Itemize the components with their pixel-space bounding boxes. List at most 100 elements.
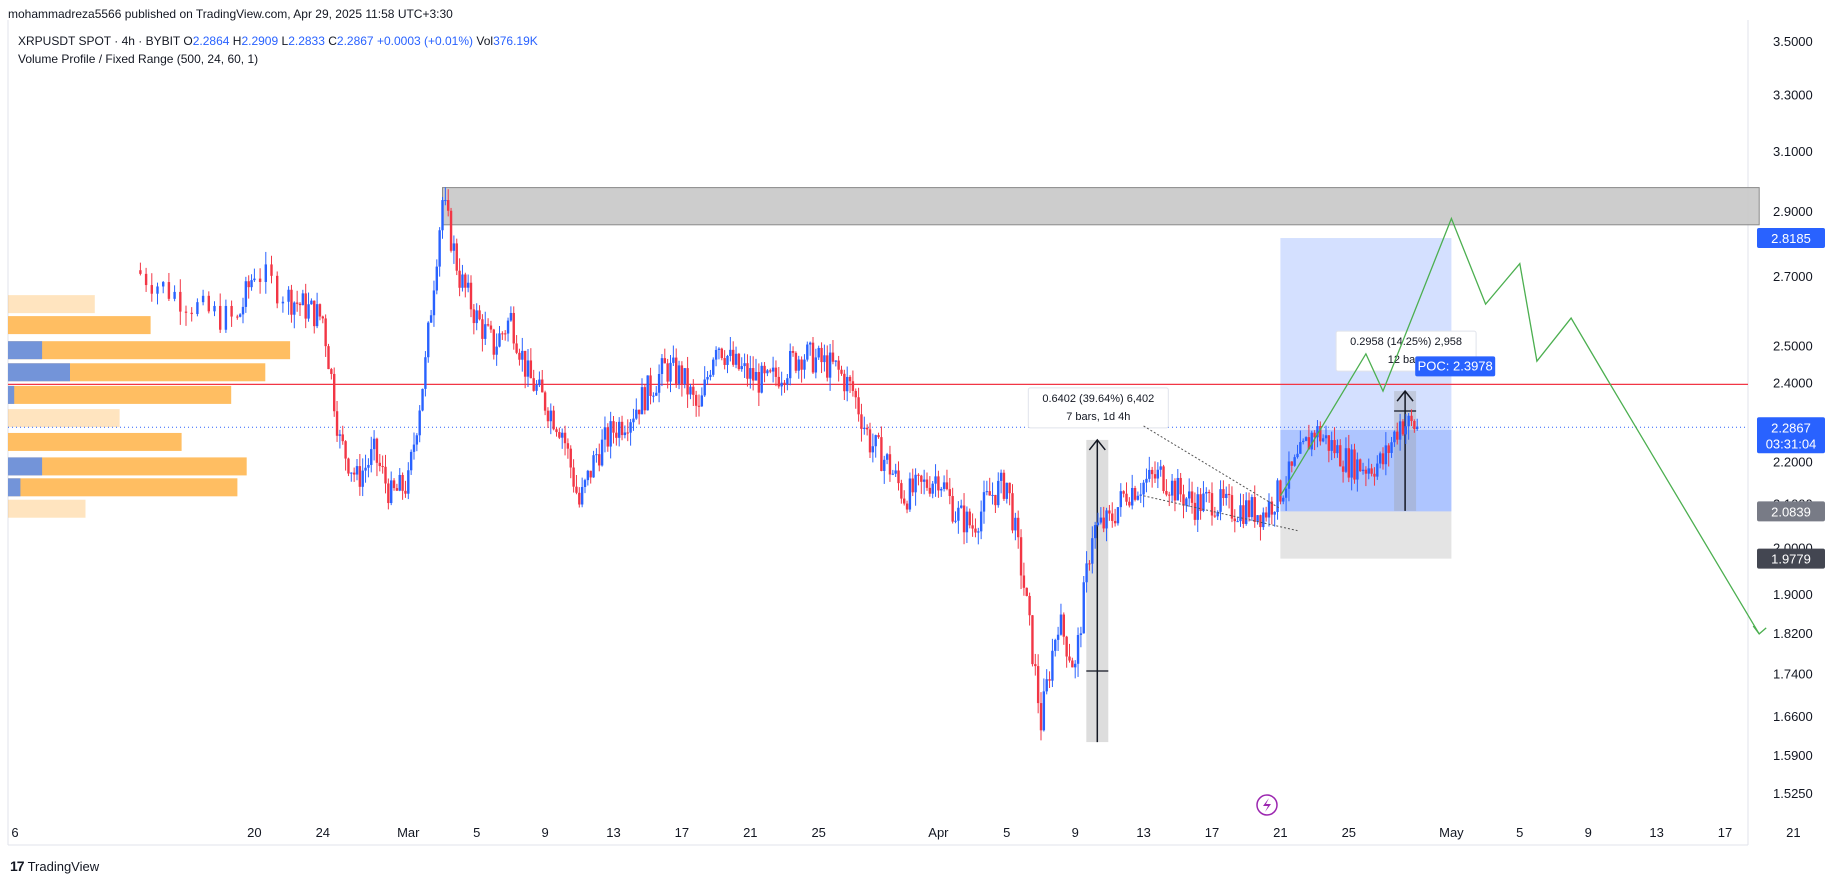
volume-profile-up-2 xyxy=(8,341,43,360)
price-tick-label: 1.6600 xyxy=(1773,709,1813,724)
time-tick-label: 21 xyxy=(743,825,757,840)
candle-body xyxy=(290,289,293,315)
candle-body xyxy=(281,301,285,304)
indicator-legend[interactable]: Volume Profile / Fixed Range (500, 24, 6… xyxy=(18,52,259,66)
supply-zone xyxy=(442,187,1760,226)
candle-body xyxy=(860,414,863,429)
candle-body xyxy=(1256,515,1259,522)
candle-body xyxy=(1250,497,1254,518)
price-tick-label: 3.3000 xyxy=(1773,87,1813,102)
candle-body xyxy=(1062,614,1065,637)
candle-body xyxy=(846,376,849,392)
candle-body xyxy=(1170,480,1174,496)
candle-body xyxy=(541,379,544,393)
candle-body xyxy=(1019,537,1023,576)
candle-body xyxy=(854,390,857,398)
candle-body xyxy=(666,363,669,382)
candle-body xyxy=(649,375,652,397)
measure-arrowhead-1 xyxy=(1396,389,1414,402)
candle-body xyxy=(489,325,493,330)
candle-body xyxy=(743,363,746,367)
candle-body xyxy=(600,439,604,466)
candle-body xyxy=(1370,468,1373,474)
candle-body xyxy=(1384,445,1388,465)
time-tick-label: 17 xyxy=(1718,825,1732,840)
candle-body xyxy=(404,490,407,494)
candle-body xyxy=(766,370,769,374)
candle-body xyxy=(1014,517,1017,531)
candle-body xyxy=(250,280,253,288)
volume-profile-down-4 xyxy=(8,385,232,404)
candle-body xyxy=(1076,635,1080,664)
candle-body xyxy=(1416,426,1419,430)
candle-body xyxy=(1082,582,1085,634)
time-tick-label: 5 xyxy=(1516,825,1523,840)
symbol-name[interactable]: XRPUSDT SPOT · 4h · BYBIT xyxy=(18,34,181,48)
candle-body xyxy=(960,505,963,508)
candle-body xyxy=(894,470,897,474)
candle-body xyxy=(991,494,994,496)
candle-body xyxy=(979,511,983,532)
candle-body xyxy=(942,482,946,489)
candle-body xyxy=(1116,507,1120,524)
candle-body xyxy=(1025,587,1028,596)
time-tick-label: 9 xyxy=(1585,825,1592,840)
candle-body xyxy=(1207,491,1211,494)
candle-body xyxy=(1367,468,1370,474)
candle-body xyxy=(1219,489,1222,512)
candle-body xyxy=(264,264,267,282)
long-stop-zone xyxy=(1280,511,1452,559)
candle-body xyxy=(546,410,550,422)
candle-body xyxy=(1233,518,1236,522)
candle-body xyxy=(498,333,501,347)
candle-body xyxy=(1068,656,1071,661)
price-chart[interactable]: 0.6402 (39.64%) 6,402 7 bars, 1d 4h 0.2958… xyxy=(0,20,1835,855)
candle-body xyxy=(219,305,222,330)
candle-body xyxy=(920,475,923,482)
measure-label-0: 0.6402 (39.64%) 6,402 xyxy=(1042,393,1154,405)
candle-body xyxy=(167,282,171,299)
candle-body xyxy=(1299,442,1302,454)
candle-body xyxy=(726,355,729,365)
candle-body xyxy=(780,382,783,387)
poc-label-box xyxy=(1415,356,1496,377)
candle-body xyxy=(350,472,353,474)
candle-body xyxy=(951,496,954,522)
candle-body xyxy=(578,492,581,505)
candle-body xyxy=(449,210,453,251)
candle-body xyxy=(903,498,906,504)
candle-body xyxy=(375,438,379,463)
candle-body xyxy=(1227,493,1231,496)
candle-body xyxy=(1190,491,1194,503)
change-value: +0.0003 (+0.01%) xyxy=(376,34,474,48)
candle-body xyxy=(370,449,373,465)
candle-body xyxy=(1113,520,1117,524)
candle-body xyxy=(692,386,695,395)
projected-path xyxy=(1279,216,1760,635)
candle-body xyxy=(806,344,809,360)
candle-body xyxy=(435,266,438,291)
candle-body xyxy=(466,282,470,288)
candle-body xyxy=(381,466,384,468)
candle-body xyxy=(1139,494,1142,496)
time-tick-label: 25 xyxy=(1342,825,1356,840)
candle-body xyxy=(361,470,364,487)
candle-body xyxy=(304,293,307,319)
candle-body xyxy=(253,278,256,281)
candle-body xyxy=(786,378,789,385)
candle-body xyxy=(1290,461,1293,466)
candle-body xyxy=(1182,494,1185,506)
candle-body xyxy=(184,311,188,313)
candle-body xyxy=(515,343,518,353)
candle-body xyxy=(1099,517,1103,523)
candle-body xyxy=(509,312,513,321)
candle-body xyxy=(358,466,362,487)
price-tick-label: 2.4000 xyxy=(1773,376,1813,391)
candle-body xyxy=(521,350,524,360)
candle-body xyxy=(865,427,869,430)
candle-body xyxy=(313,300,316,327)
candle-body xyxy=(395,488,399,491)
volume-profile-down-9 xyxy=(8,499,86,518)
candle-body xyxy=(1142,482,1145,495)
candle-body xyxy=(1390,442,1393,453)
